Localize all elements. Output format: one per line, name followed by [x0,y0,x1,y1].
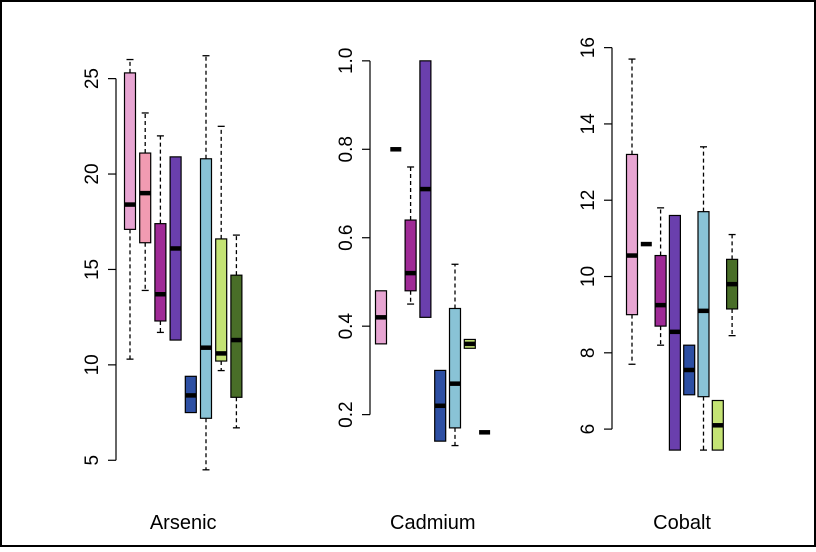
y-tick-label: 25 [82,68,103,89]
y-tick-label: 0.8 [336,136,357,162]
y-tick-label: 20 [82,163,103,184]
box-6 [697,211,710,398]
box-3 [654,254,667,327]
x-axis-label: Arsenic [150,512,217,534]
panel-cobalt: 6 8 10 12 14 16 Cobalt [578,37,739,534]
y-tick-label: 0.6 [336,225,357,251]
y-tick-label: 10 [578,266,599,287]
y-tick-label: 0.4 [336,313,357,340]
box-7 [215,238,228,362]
y-tick-label: 14 [578,113,599,135]
y-tick-label: 0.2 [336,401,357,427]
panel-cadmium: 0.2 0.4 0.6 0.8 1.0 Cadmium [336,48,491,534]
box-2 [139,152,152,244]
y-tick-label: 1.0 [336,48,357,74]
box-1 [123,72,137,230]
box-3 [404,219,417,292]
panel-arsenic: 5 10 15 20 25 Arsenic [82,55,243,534]
y-tick-label: 8 [578,348,599,359]
box-8 [230,274,243,398]
chart-panels: 5 10 15 20 25 Arsenic 0.2 0.4 0.6 0.8 1.0 Cadmium 6 8… [82,37,739,534]
box-1 [625,153,639,316]
y-tick-label: 15 [82,259,103,280]
box-6 [448,307,462,429]
box-6 [199,158,213,419]
x-axis-label: Cobalt [653,512,711,534]
box-3 [154,223,167,322]
y-tick-label: 12 [578,190,599,211]
y-tick-label: 6 [578,424,599,435]
y-tick-label: 16 [578,37,599,58]
y-tick-label: 5 [82,455,103,466]
y-tick-label: 10 [82,354,103,375]
x-axis-label: Cadmium [390,512,476,534]
